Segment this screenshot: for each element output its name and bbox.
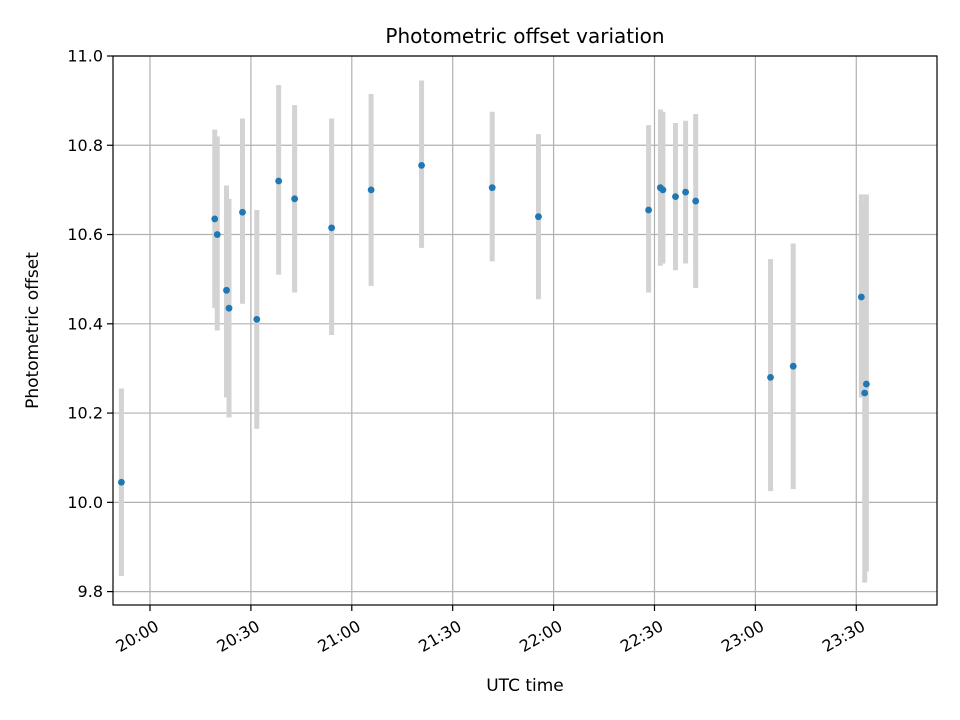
data-point <box>223 286 230 294</box>
data-point <box>367 186 375 194</box>
y-tick-label: 10.4 <box>67 314 103 333</box>
x-tick-label: 20:30 <box>213 616 262 656</box>
y-axis-ticks: 9.8 10.0 10.2 10.4 10.6 10.8 11.0 <box>67 47 113 601</box>
data-point <box>211 215 219 223</box>
y-tick-label: 10.8 <box>67 136 103 155</box>
data-point <box>535 213 542 221</box>
chart-title: Photometric offset variation <box>385 24 664 48</box>
data-point <box>861 389 869 397</box>
grid <box>113 55 937 605</box>
data-point <box>659 186 667 194</box>
data-point <box>253 315 261 323</box>
x-tick-label: 20:00 <box>113 616 162 656</box>
x-axis-label: UTC time <box>486 676 564 696</box>
data-point <box>857 293 865 301</box>
data-point <box>418 161 425 169</box>
data-point <box>225 304 233 312</box>
x-axis-ticks: 20:00 20:30 21:00 21:30 22:00 22:30 23:00 23:30 <box>113 605 868 656</box>
data-point <box>275 177 283 185</box>
x-tick-label: 22:00 <box>516 616 565 656</box>
data-point <box>862 380 870 388</box>
data-point <box>682 188 689 196</box>
data-point <box>645 206 652 214</box>
x-tick-label: 21:30 <box>415 616 464 656</box>
y-tick-label: 9.8 <box>78 582 103 601</box>
data-point <box>291 195 299 203</box>
data-point <box>118 478 125 486</box>
x-tick-label: 23:00 <box>718 616 767 656</box>
data-point <box>239 208 246 216</box>
data-point <box>213 231 221 238</box>
data-point <box>767 373 774 381</box>
y-axis-label: Photometric offset <box>23 252 43 409</box>
y-tick-label: 10.0 <box>67 493 103 512</box>
x-tick-label: 23:30 <box>819 616 868 656</box>
x-tick-label: 21:00 <box>314 616 363 656</box>
error-bars <box>118 80 869 583</box>
data-point <box>789 362 797 370</box>
y-tick-label: 10.2 <box>67 404 103 423</box>
x-tick-label: 22:30 <box>617 616 666 656</box>
y-tick-label: 10.6 <box>67 225 103 244</box>
data-point <box>328 224 336 232</box>
data-point <box>672 193 679 200</box>
data-points <box>118 161 870 486</box>
plot-frame <box>112 55 938 606</box>
data-point <box>488 184 496 192</box>
y-tick-label: 11.0 <box>67 47 103 66</box>
data-point <box>692 197 700 205</box>
